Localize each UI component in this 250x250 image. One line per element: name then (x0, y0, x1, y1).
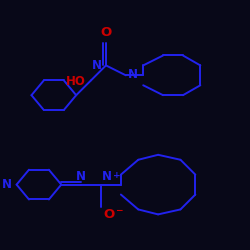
Text: −: − (115, 206, 122, 215)
Text: N: N (102, 170, 112, 183)
Text: N: N (92, 59, 102, 72)
Text: N: N (128, 68, 138, 80)
Text: O: O (104, 208, 115, 221)
Text: O: O (100, 26, 112, 39)
Text: +: + (113, 171, 120, 180)
Text: HO: HO (66, 75, 86, 88)
Text: N: N (76, 170, 86, 183)
Text: N: N (2, 178, 12, 191)
